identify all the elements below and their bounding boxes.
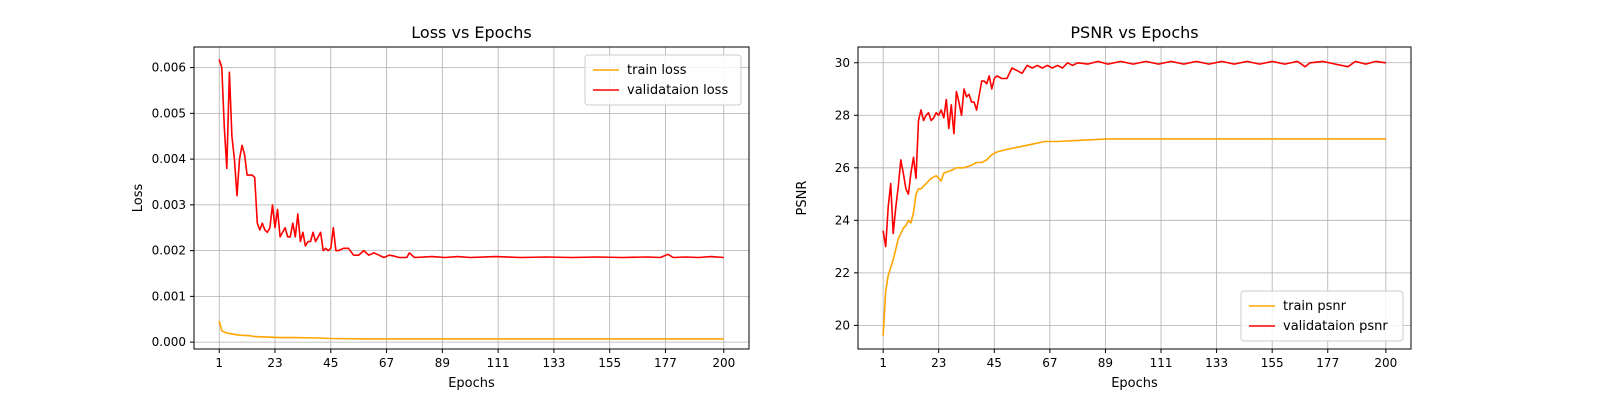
loss-chart: 1 23 45 67 89 111 133 155 177 200 0.000 0.001 0.002 0… xyxy=(131,23,750,391)
psnr-series-line-train xyxy=(882,138,1386,336)
loss-x-tick-label: 111 xyxy=(487,356,510,370)
loss-plot-frame xyxy=(193,46,750,350)
loss-legend-label-validation: validataion loss xyxy=(627,83,728,98)
loss-y-tick-label: 0.002 xyxy=(152,244,186,258)
psnr-x-tick-label: 1 xyxy=(879,356,887,370)
psnr-x-axis-label: Epochs xyxy=(1111,376,1158,391)
loss-x-tick-label: 177 xyxy=(654,356,677,370)
psnr-x-tick-label: 45 xyxy=(987,356,1002,370)
loss-ticks: 1 23 45 67 89 111 133 155 177 200 0.000 0.001 0.002 0… xyxy=(152,61,736,370)
loss-x-tick-label: 155 xyxy=(598,356,621,370)
psnr-y-axis-label: PSNR xyxy=(795,181,810,216)
psnr-legend: train psnr validataion psnr xyxy=(1240,290,1404,342)
loss-legend-label-train: train loss xyxy=(627,63,687,78)
loss-y-tick-label: 0.006 xyxy=(152,61,186,75)
loss-x-tick-label: 200 xyxy=(712,356,735,370)
psnr-lines xyxy=(882,60,1387,336)
psnr-y-tick-label: 26 xyxy=(835,161,850,175)
loss-x-tick-label: 23 xyxy=(267,356,282,370)
loss-y-tick-label: 0.003 xyxy=(152,198,186,212)
psnr-chart-title: PSNR vs Epochs xyxy=(1070,23,1198,42)
psnr-x-tick-label: 177 xyxy=(1316,356,1339,370)
psnr-legend-label-validation: validataion psnr xyxy=(1283,319,1388,334)
psnr-x-tick-label: 111 xyxy=(1150,356,1173,370)
loss-y-tick-label: 0.001 xyxy=(152,289,186,303)
loss-x-tick-label: 45 xyxy=(323,356,338,370)
loss-x-axis-label: Epochs xyxy=(448,376,495,391)
psnr-x-tick-label: 89 xyxy=(1098,356,1113,370)
loss-chart-title: Loss vs Epochs xyxy=(411,23,531,42)
psnr-series-line-validation xyxy=(882,60,1387,248)
loss-y-axis-label: Loss xyxy=(131,184,146,213)
psnr-legend-box xyxy=(1240,290,1404,342)
loss-series-line-train xyxy=(218,320,724,340)
loss-y-tick-label: 0.000 xyxy=(152,335,186,349)
psnr-y-tick-label: 28 xyxy=(835,108,850,122)
psnr-y-tick-label: 30 xyxy=(835,56,850,70)
psnr-legend-label-train: train psnr xyxy=(1283,299,1347,314)
psnr-grid xyxy=(858,47,1411,349)
loss-legend-box xyxy=(584,54,742,106)
loss-legend: train loss validataion loss xyxy=(584,54,742,106)
loss-lines xyxy=(218,59,724,340)
psnr-x-tick-label: 67 xyxy=(1042,356,1057,370)
psnr-y-tick-label: 24 xyxy=(835,213,850,227)
psnr-y-tick-label: 22 xyxy=(835,266,850,280)
loss-x-tick-label: 1 xyxy=(215,356,223,370)
psnr-chart: 1 23 45 67 89 111 133 155 177 200 20 22 24 26 28 30 PSN… xyxy=(795,23,1412,391)
psnr-x-tick-label: 155 xyxy=(1261,356,1284,370)
psnr-x-tick-label: 23 xyxy=(931,356,946,370)
loss-x-tick-label: 89 xyxy=(435,356,450,370)
psnr-plot-frame xyxy=(857,46,1412,350)
loss-x-tick-label: 133 xyxy=(542,356,565,370)
psnr-x-tick-label: 200 xyxy=(1374,356,1397,370)
loss-y-tick-label: 0.005 xyxy=(152,106,186,120)
psnr-y-tick-label: 20 xyxy=(835,318,850,332)
loss-series-line-validation xyxy=(218,59,724,259)
psnr-x-tick-label: 133 xyxy=(1205,356,1228,370)
loss-y-tick-label: 0.004 xyxy=(152,152,186,166)
loss-x-tick-label: 67 xyxy=(379,356,394,370)
loss-grid xyxy=(194,47,749,349)
psnr-ticks: 1 23 45 67 89 111 133 155 177 200 20 22 24 26 28 30 xyxy=(835,56,1398,370)
